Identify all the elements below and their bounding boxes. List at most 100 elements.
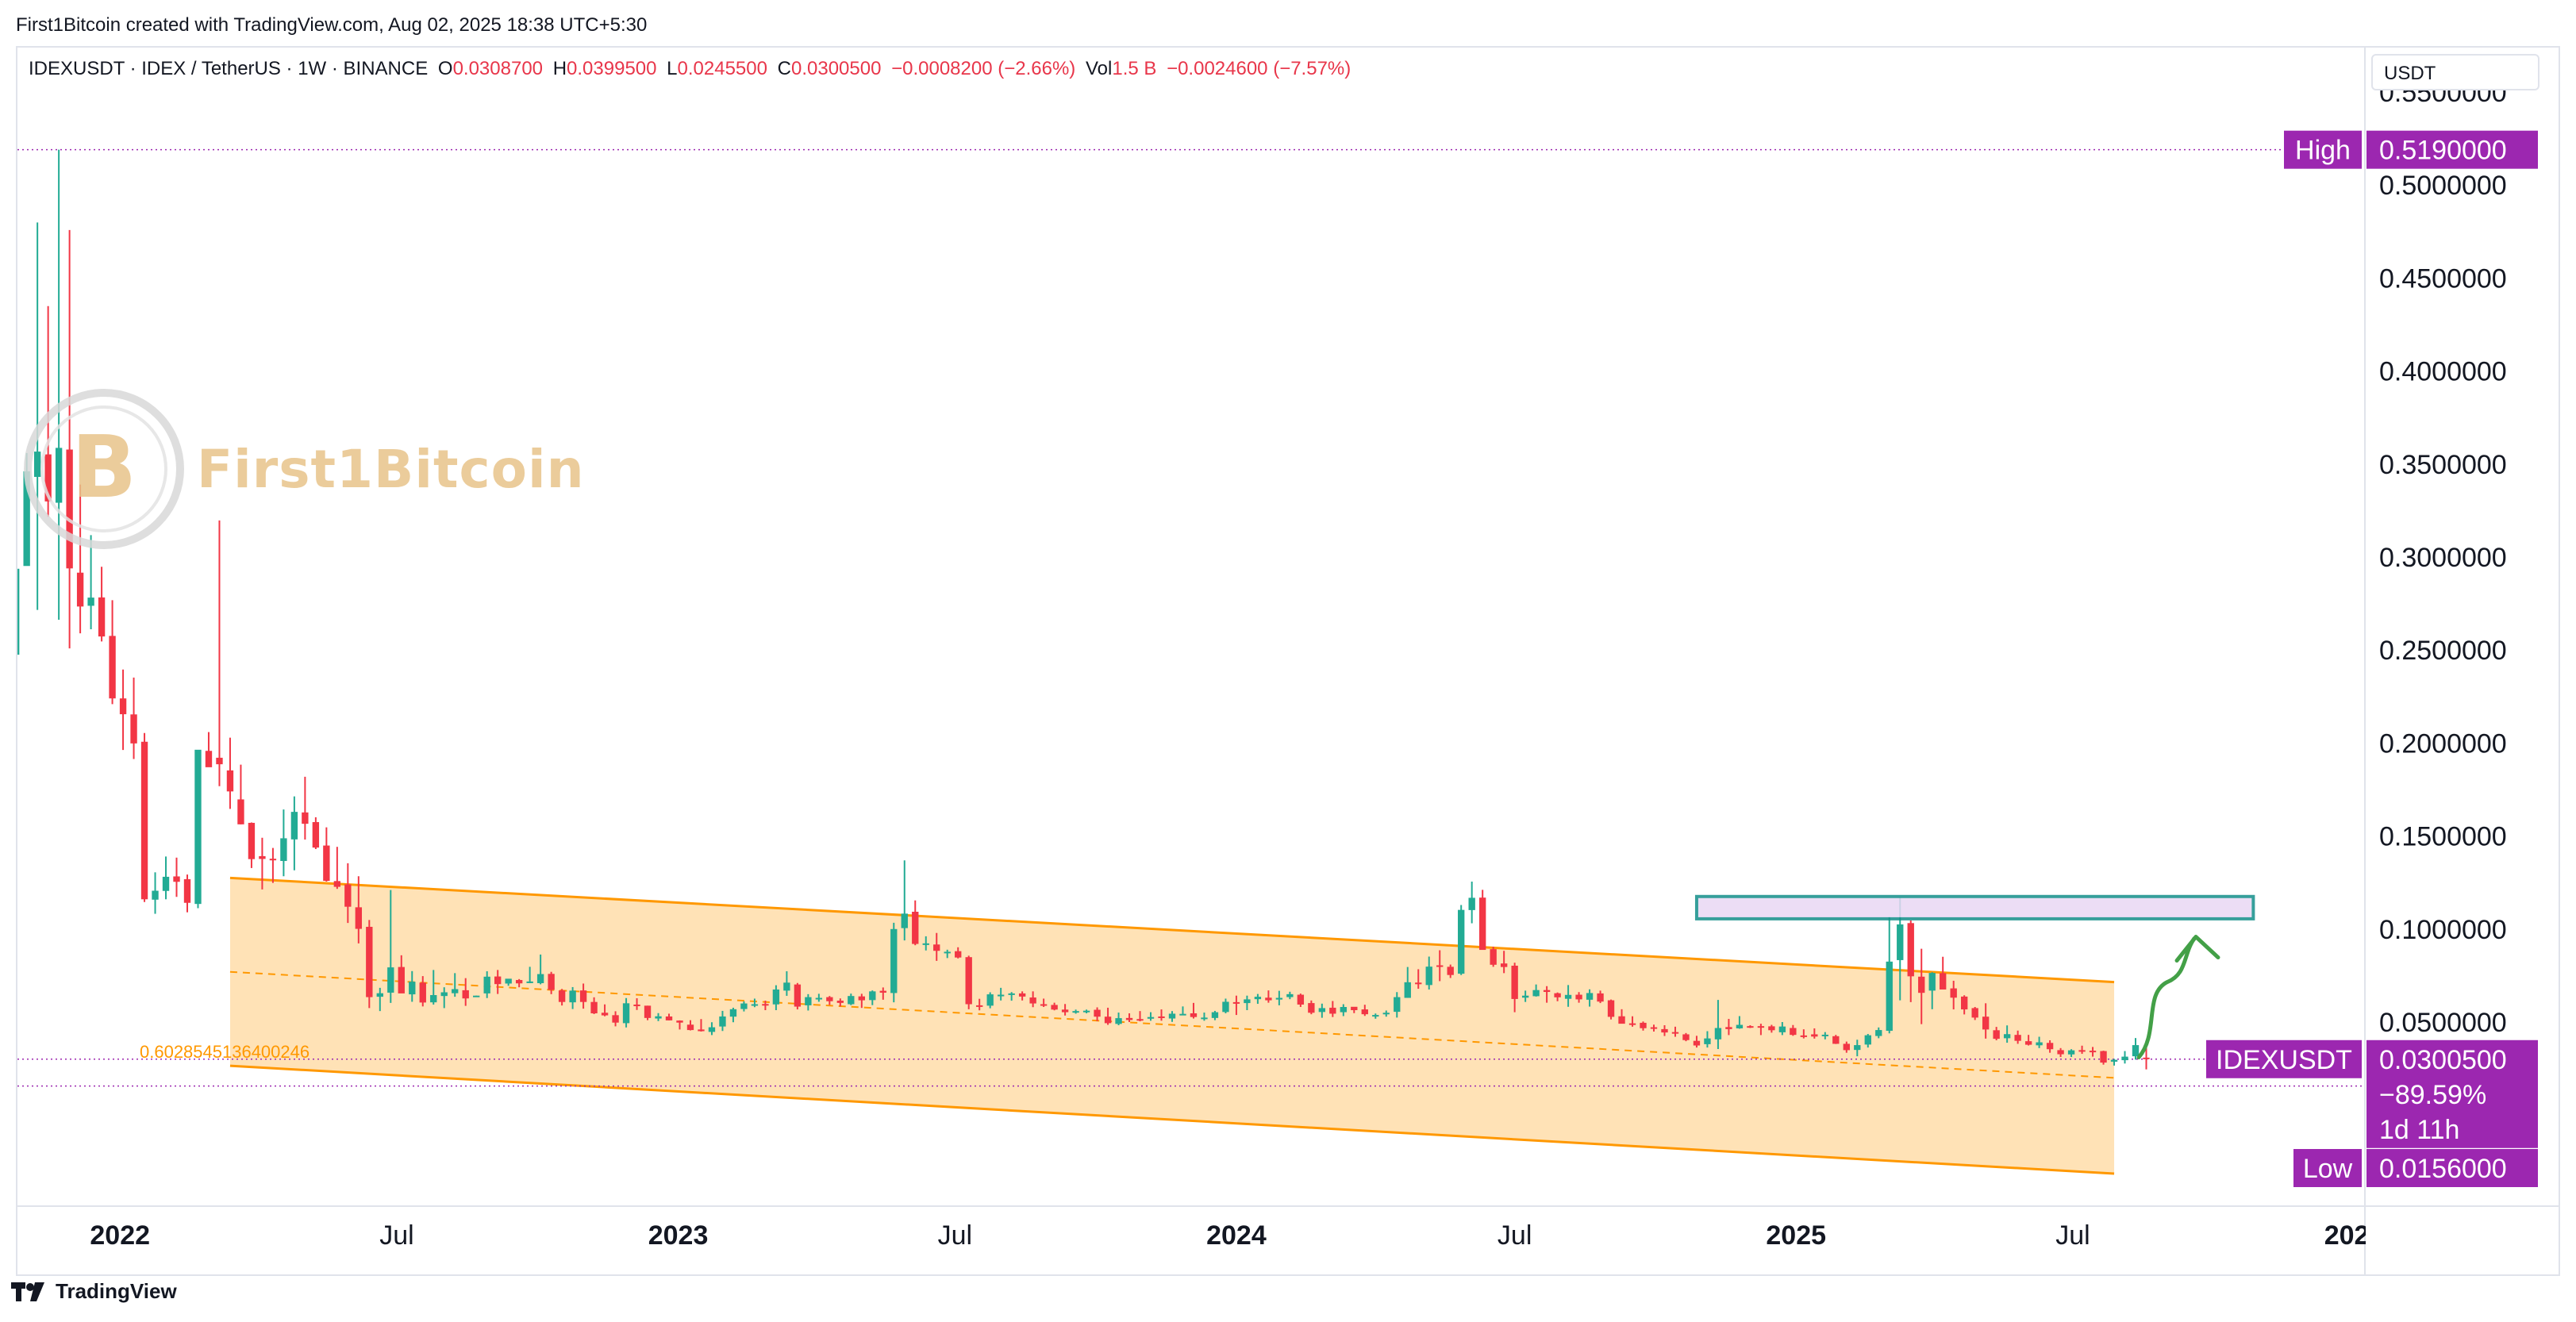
candle-up[interactable] — [1928, 973, 1936, 991]
candle-down[interactable] — [1136, 1019, 1144, 1021]
candle-down[interactable] — [1478, 897, 1486, 951]
candle-up[interactable] — [2132, 1045, 2140, 1057]
candle-down[interactable] — [858, 996, 865, 1001]
candle-down[interactable] — [173, 876, 180, 882]
candle-up[interactable] — [2036, 1042, 2043, 1046]
candle-down[interactable] — [1982, 1016, 1990, 1030]
candle-up[interactable] — [33, 452, 41, 477]
candle-down[interactable] — [1500, 963, 1508, 967]
candle-up[interactable] — [1254, 997, 1262, 1000]
candle-down[interactable] — [44, 454, 52, 502]
candle-up[interactable] — [452, 989, 459, 993]
candle-up[interactable] — [1244, 999, 1251, 1004]
candle-up[interactable] — [280, 838, 287, 862]
channel-fill[interactable] — [229, 878, 2115, 1174]
candle-down[interactable] — [98, 597, 106, 637]
candle-down[interactable] — [955, 951, 962, 958]
candle-down[interactable] — [119, 698, 127, 715]
candle-down[interactable] — [109, 636, 116, 699]
candle-up[interactable] — [55, 448, 63, 503]
candle-down[interactable] — [2024, 1041, 2032, 1045]
candle-up[interactable] — [2067, 1050, 2075, 1055]
candle-up[interactable] — [1201, 1017, 1208, 1020]
candle-up[interactable] — [1875, 1030, 1882, 1036]
candle-down[interactable] — [1640, 1022, 1647, 1028]
channel-lower-line[interactable] — [229, 1064, 2115, 1175]
candle-up[interactable] — [740, 1003, 748, 1009]
candle-down[interactable] — [698, 1029, 705, 1032]
candle-down[interactable] — [2143, 1057, 2150, 1059]
candle-down[interactable] — [2078, 1050, 2086, 1052]
candle-down[interactable] — [579, 990, 587, 1002]
candle-down[interactable] — [226, 770, 234, 792]
candle-down[interactable] — [1158, 1016, 1165, 1018]
candle-down[interactable] — [2014, 1035, 2021, 1041]
candle-up[interactable] — [1211, 1012, 1219, 1018]
candle-up[interactable] — [622, 1003, 630, 1024]
candle-down[interactable] — [237, 799, 244, 824]
candle-down[interactable] — [1682, 1034, 1690, 1040]
candle-down[interactable] — [323, 845, 330, 882]
candle-up[interactable] — [23, 471, 30, 567]
candle-up[interactable] — [655, 1016, 662, 1019]
candle-up[interactable] — [1115, 1018, 1122, 1024]
candle-down[interactable] — [248, 822, 256, 859]
candle-down[interactable] — [590, 1001, 598, 1013]
candle-down[interactable] — [601, 1013, 609, 1016]
candle-up[interactable] — [772, 989, 780, 1005]
candle-down[interactable] — [794, 984, 802, 1007]
candle-down[interactable] — [633, 1004, 640, 1006]
candle-up[interactable] — [1897, 924, 1904, 960]
candle-up[interactable] — [1532, 990, 1540, 997]
candle-down[interactable] — [965, 957, 972, 1005]
candle-up[interactable] — [1704, 1038, 1711, 1044]
candle-down[interactable] — [644, 1005, 652, 1018]
candle-down[interactable] — [1693, 1040, 1701, 1046]
candle-down[interactable] — [1061, 1009, 1069, 1013]
candle-up[interactable] — [1072, 1011, 1079, 1013]
candle-up[interactable] — [1886, 961, 1893, 1032]
currency-button[interactable]: USDT — [2371, 54, 2539, 90]
candle-up[interactable] — [1147, 1016, 1155, 1019]
candle-up[interactable] — [815, 997, 823, 1000]
candle-down[interactable] — [1490, 949, 1497, 965]
candle-up[interactable] — [1854, 1045, 1861, 1051]
candle-up[interactable] — [1586, 993, 1594, 1000]
candle-up[interactable] — [869, 991, 876, 1001]
candle-down[interactable] — [1950, 988, 1957, 998]
candle-up[interactable] — [901, 913, 908, 928]
candle-down[interactable] — [269, 859, 277, 861]
candle-up[interactable] — [1864, 1035, 1871, 1045]
candle-up[interactable] — [1286, 993, 1294, 997]
candle-down[interactable] — [333, 881, 341, 887]
candle-up[interactable] — [1404, 982, 1411, 998]
candle-up[interactable] — [483, 976, 490, 993]
candle-down[interactable] — [366, 926, 373, 997]
candle-down[interactable] — [1361, 1009, 1368, 1015]
candle-down[interactable] — [259, 855, 266, 859]
candle-down[interactable] — [558, 990, 566, 1002]
candle-up[interactable] — [536, 974, 544, 984]
candle-up[interactable] — [1425, 967, 1432, 986]
candle-up[interactable] — [2003, 1034, 2011, 1039]
candle-up[interactable] — [1382, 1013, 1390, 1015]
candle-down[interactable] — [1650, 1027, 1658, 1029]
candle-down[interactable] — [1628, 1023, 1636, 1025]
candle-down[interactable] — [1040, 1004, 1048, 1006]
candle-down[interactable] — [1415, 982, 1422, 985]
candle-down[interactable] — [66, 449, 73, 569]
candle-down[interactable] — [302, 812, 309, 824]
candle-down[interactable] — [312, 822, 320, 848]
candle-up[interactable] — [1564, 994, 1572, 999]
candle-down[interactable] — [762, 1004, 769, 1006]
candle-up[interactable] — [1008, 993, 1015, 995]
candle-down[interactable] — [1747, 1026, 1754, 1028]
candle-down[interactable] — [494, 976, 502, 985]
candle-down[interactable] — [2089, 1051, 2097, 1053]
candle-down[interactable] — [1018, 993, 1026, 997]
candle-down[interactable] — [1618, 1016, 1625, 1024]
candle-down[interactable] — [1768, 1026, 1775, 1031]
candle-down[interactable] — [76, 572, 84, 607]
candle-up[interactable] — [505, 978, 512, 984]
